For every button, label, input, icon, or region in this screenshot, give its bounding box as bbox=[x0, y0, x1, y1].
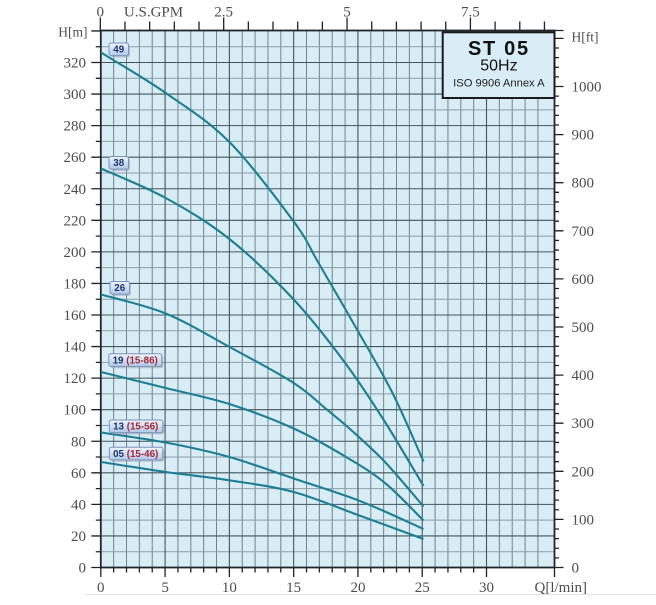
svg-text:160: 160 bbox=[64, 308, 87, 324]
svg-text:13 (15-56): 13 (15-56) bbox=[113, 422, 158, 433]
svg-text:50Hz: 50Hz bbox=[480, 58, 517, 75]
svg-text:0: 0 bbox=[97, 580, 105, 596]
svg-text:26: 26 bbox=[114, 283, 125, 294]
svg-text:7.5: 7.5 bbox=[461, 5, 480, 21]
svg-text:10: 10 bbox=[222, 580, 237, 596]
svg-text:ST 05: ST 05 bbox=[468, 38, 530, 60]
svg-text:40: 40 bbox=[71, 497, 86, 513]
svg-text:300: 300 bbox=[572, 416, 595, 432]
svg-text:240: 240 bbox=[64, 182, 87, 198]
svg-text:38: 38 bbox=[113, 158, 124, 169]
svg-text:20: 20 bbox=[71, 529, 86, 545]
svg-text:25: 25 bbox=[415, 580, 430, 596]
svg-text:800: 800 bbox=[572, 176, 595, 192]
svg-text:0: 0 bbox=[79, 561, 87, 577]
svg-text:500: 500 bbox=[572, 320, 595, 336]
svg-text:H[m]: H[m] bbox=[58, 25, 87, 40]
svg-text:900: 900 bbox=[572, 128, 595, 144]
svg-text:Q[l/min]: Q[l/min] bbox=[535, 580, 588, 596]
svg-text:0: 0 bbox=[97, 5, 105, 21]
svg-text:200: 200 bbox=[64, 245, 87, 261]
svg-text:200: 200 bbox=[572, 464, 595, 480]
svg-text:20: 20 bbox=[350, 580, 365, 596]
svg-text:U.S.GPM: U.S.GPM bbox=[124, 5, 183, 21]
svg-text:2.5: 2.5 bbox=[214, 5, 233, 21]
svg-text:19 (15-86): 19 (15-86) bbox=[113, 356, 158, 367]
svg-text:80: 80 bbox=[71, 434, 86, 450]
svg-text:0: 0 bbox=[572, 561, 580, 577]
svg-text:300: 300 bbox=[64, 87, 87, 103]
svg-text:5: 5 bbox=[161, 580, 169, 596]
svg-text:120: 120 bbox=[64, 371, 87, 387]
svg-text:320: 320 bbox=[64, 56, 87, 72]
svg-text:30: 30 bbox=[479, 580, 494, 596]
svg-text:260: 260 bbox=[64, 150, 87, 166]
svg-text:05 (15-46): 05 (15-46) bbox=[113, 449, 158, 460]
svg-text:5: 5 bbox=[343, 5, 351, 21]
svg-text:100: 100 bbox=[572, 512, 595, 528]
svg-text:60: 60 bbox=[71, 466, 86, 482]
svg-text:1000: 1000 bbox=[572, 80, 602, 96]
svg-text:220: 220 bbox=[64, 213, 87, 229]
svg-text:600: 600 bbox=[572, 272, 595, 288]
svg-text:280: 280 bbox=[64, 119, 87, 135]
svg-text:49: 49 bbox=[113, 45, 124, 56]
svg-text:180: 180 bbox=[64, 276, 87, 292]
svg-text:ISO 9906 Annex A: ISO 9906 Annex A bbox=[453, 77, 545, 89]
svg-text:15: 15 bbox=[286, 580, 301, 596]
svg-text:100: 100 bbox=[64, 403, 87, 419]
svg-text:700: 700 bbox=[572, 224, 595, 240]
svg-text:H[ft]: H[ft] bbox=[572, 30, 599, 45]
svg-text:140: 140 bbox=[64, 340, 87, 356]
svg-text:400: 400 bbox=[572, 368, 595, 384]
